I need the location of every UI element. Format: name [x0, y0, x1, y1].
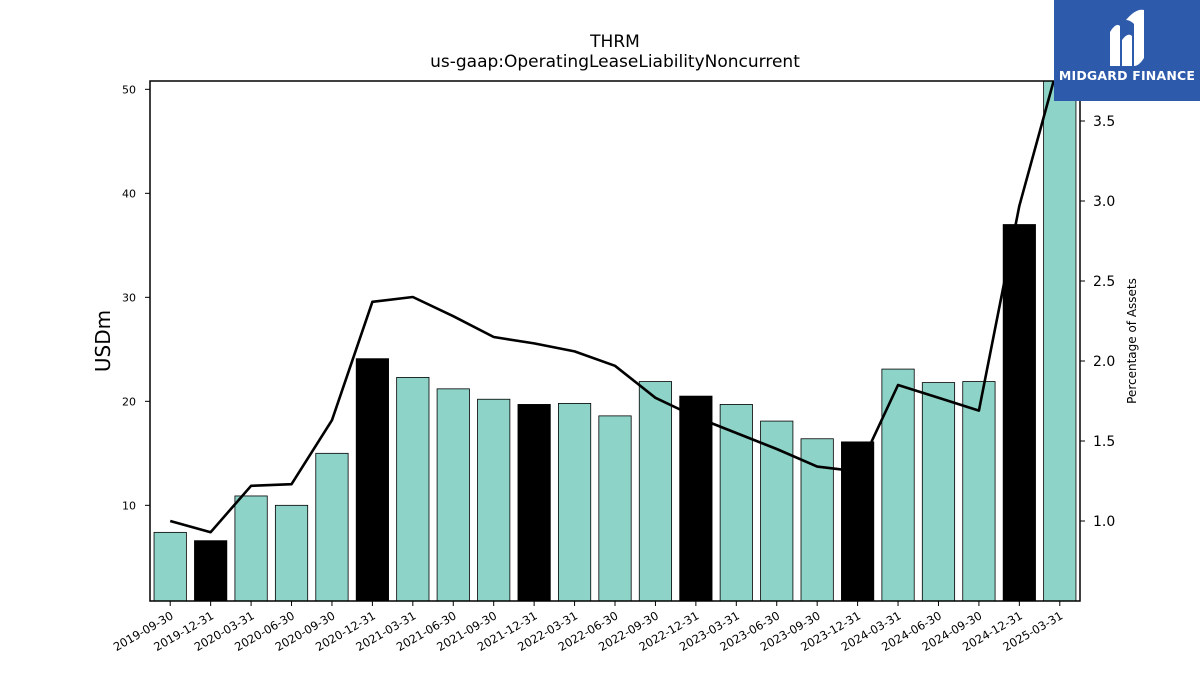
bar [396, 376, 430, 601]
bar [598, 415, 632, 601]
bar [679, 395, 713, 601]
bar-series [153, 81, 1077, 601]
y2-tick-label: 1.0 [1093, 514, 1115, 530]
y-tick-label: 50 [122, 83, 136, 96]
y2-tick-label: 3.0 [1093, 194, 1115, 210]
line-series-percentage-of-assets [169, 81, 1055, 534]
bar [194, 540, 228, 601]
brand-logo: MIDGARD FINANCE [1054, 0, 1200, 101]
bar [517, 404, 551, 601]
y2-tick-label: 1.5 [1093, 434, 1115, 450]
bar [1002, 224, 1036, 601]
bar [436, 388, 470, 601]
bar [153, 531, 187, 601]
y-tick-label: 20 [122, 395, 136, 408]
y-axis-label: USDm [91, 310, 115, 372]
midgard-logo-icon [1110, 9, 1144, 66]
bar [841, 441, 875, 601]
bar [274, 504, 309, 601]
bar [962, 381, 996, 601]
y-tick-label: 30 [122, 291, 136, 304]
bar [638, 381, 673, 601]
chart-title: THRM [590, 32, 640, 52]
bar [315, 452, 349, 601]
y2-tick-label: 2.0 [1093, 354, 1115, 370]
y2-tick-label: 3.5 [1093, 114, 1115, 130]
y2-tick-label: 2.5 [1093, 274, 1115, 290]
y2-axis-label: Percentage of Assets [1125, 278, 1139, 404]
bar [355, 358, 389, 601]
bar [881, 368, 915, 601]
bar [800, 438, 834, 601]
bar [921, 382, 956, 601]
chart-subtitle: us-gaap:OperatingLeaseLiabilityNoncurren… [430, 52, 800, 72]
brand-logo-text: MIDGARD FINANCE [1058, 68, 1196, 83]
bar [760, 420, 794, 601]
bar [477, 398, 511, 601]
bar [557, 402, 592, 601]
y-tick-label: 10 [122, 499, 136, 512]
bar [1043, 81, 1077, 601]
bar [234, 495, 268, 601]
y-tick-label: 40 [122, 187, 136, 200]
